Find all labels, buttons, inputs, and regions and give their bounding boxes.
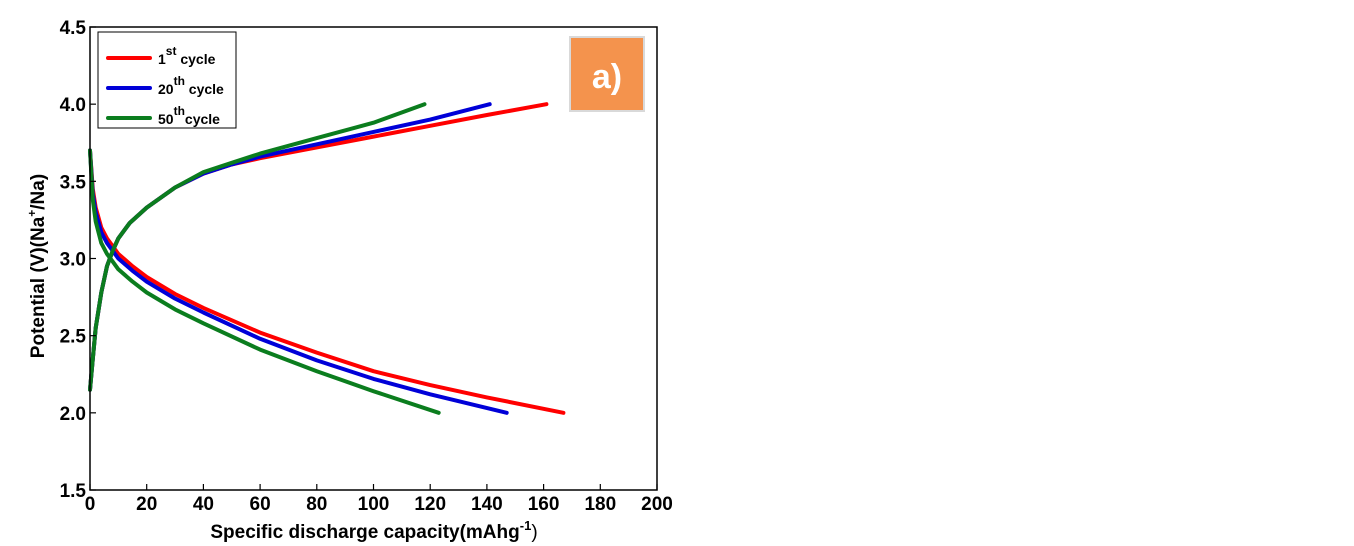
- x-tick-label: 140: [471, 494, 503, 515]
- x-ticks: 0 20 40 60 80 100 120 140 160 180 200: [85, 484, 673, 515]
- x-tick-label: 40: [193, 494, 214, 515]
- y-tick-label: 4.0: [60, 95, 86, 116]
- x-tick-label: 200: [641, 494, 673, 515]
- y-axis-title-main: Potential (V)(Na: [28, 216, 49, 358]
- y-axis-title: Potential (V)(Na+/Na): [25, 174, 49, 358]
- x-tick-label: 180: [584, 494, 616, 515]
- panel-label: a): [569, 36, 645, 112]
- x-tick-label: 100: [358, 494, 390, 515]
- y-tick-label: 4.5: [60, 18, 87, 39]
- y-tick-label: 2.5: [60, 327, 87, 348]
- legend-box: [97, 31, 237, 129]
- series-3-discharge-line: [88, 148, 441, 415]
- x-axis-title-main: Specific discharge capacity(mAhg: [210, 522, 519, 543]
- series-1-charge-line: [88, 102, 549, 392]
- x-axis-title-end: ): [531, 522, 537, 543]
- curves-layer: [88, 102, 566, 415]
- y-ticks: 1.5 2.0 2.5 3.0 3.5 4.0 4.5: [60, 18, 96, 502]
- y-axis-title-sup: +: [25, 210, 39, 217]
- legend: 1st cycle 20th cycle 50thcycle: [97, 31, 237, 129]
- panel-label-box: [569, 36, 645, 112]
- series-2-discharge-line: [88, 148, 509, 415]
- x-axis-title: Specific discharge capacity(mAhg-1): [210, 518, 537, 543]
- x-tick-label: 120: [414, 494, 446, 515]
- y-tick-label: 3.5: [60, 172, 87, 193]
- legend-label-2: 20th cycle: [158, 74, 224, 97]
- x-tick-label: 80: [306, 494, 327, 515]
- x-tick-label: 60: [250, 494, 271, 515]
- y-axis-title-end: /Na): [28, 174, 49, 210]
- x-tick-label: 0: [85, 494, 96, 515]
- panel-label-text: a): [592, 58, 622, 96]
- y-tick-label: 1.5: [60, 481, 87, 502]
- x-tick-label: 20: [136, 494, 157, 515]
- legend-label-3: 50thcycle: [158, 104, 220, 127]
- x-axis-title-sup: -1: [520, 518, 532, 533]
- legend-label-1: 1st cycle: [158, 44, 216, 67]
- y-tick-label: 3.0: [60, 250, 86, 271]
- series-3-charge-line: [88, 102, 427, 392]
- x-tick-label: 160: [528, 494, 560, 515]
- legend-items: 1st cycle 20th cycle 50thcycle: [106, 44, 224, 127]
- y-tick-label: 2.0: [60, 404, 86, 425]
